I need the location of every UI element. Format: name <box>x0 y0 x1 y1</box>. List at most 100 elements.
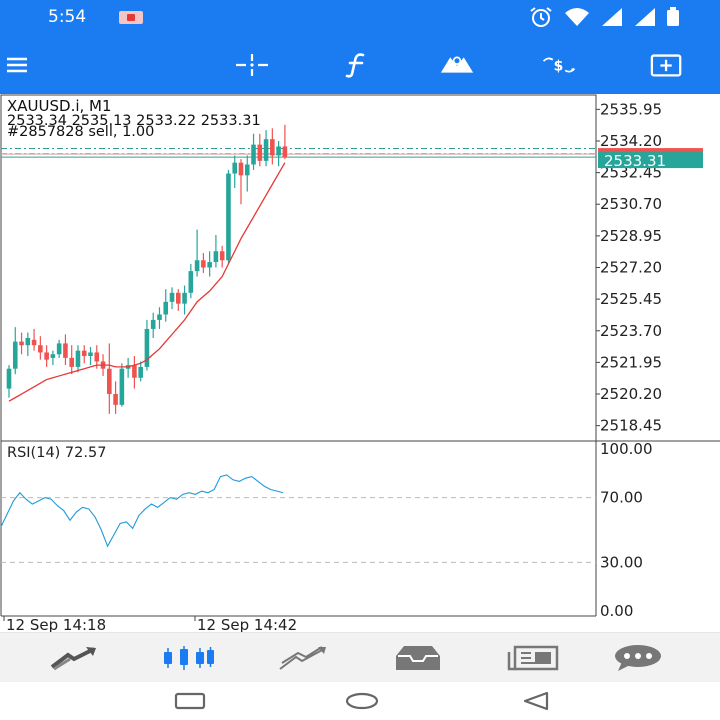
candle-body <box>56 343 62 355</box>
candle-body <box>226 173 231 261</box>
candle <box>132 356 137 389</box>
add-chart-icon[interactable] <box>650 49 684 81</box>
price-tick-label: 2527.20 <box>600 259 662 277</box>
trade-icon[interactable]: $ <box>542 49 576 81</box>
ohlc-label: 2533.34 2535.13 2533.22 2533.31 <box>7 113 261 129</box>
candle <box>6 365 12 398</box>
price-tick-label: 2534.20 <box>600 132 662 150</box>
candle <box>282 124 288 160</box>
crosshair-icon[interactable] <box>235 49 269 81</box>
time-tick-label: 12 Sep 14:42 <box>197 616 297 632</box>
candle <box>81 345 87 364</box>
candle-body <box>182 292 187 304</box>
candle-body <box>132 365 137 378</box>
candle-body <box>282 146 288 158</box>
candle <box>113 381 118 414</box>
candle <box>201 253 206 273</box>
svg-text:$: $ <box>554 58 564 74</box>
battery-icon <box>667 7 679 26</box>
objects-icon[interactable] <box>440 49 474 81</box>
candle-body <box>119 368 125 405</box>
wifi-icon <box>565 8 589 26</box>
candle <box>175 289 181 311</box>
candle-body <box>213 251 219 263</box>
price-tick-label: 2530.70 <box>600 195 662 213</box>
position-label: #2857828 sell, 1.00 <box>7 124 155 140</box>
back-icon[interactable] <box>515 686 555 716</box>
messages-icon[interactable] <box>610 642 666 674</box>
status-icons <box>528 6 680 28</box>
candle <box>56 339 62 358</box>
record-icon <box>119 11 143 24</box>
price-chart[interactable]: 2535.95 2534.20 2532.45 2530.70 2528.95 2527.… <box>0 94 720 632</box>
candle-body <box>270 139 275 156</box>
candle <box>163 289 169 322</box>
candle-body <box>69 357 74 367</box>
candle <box>232 155 238 188</box>
candle-body <box>232 162 238 174</box>
quotes-icon[interactable] <box>46 642 102 674</box>
candle-body <box>251 144 256 165</box>
candle <box>169 287 175 310</box>
price-tick-label: 2521.95 <box>600 353 662 371</box>
candle <box>194 229 200 277</box>
candle-body <box>238 162 244 176</box>
candle <box>119 363 125 407</box>
candle <box>69 345 74 375</box>
candle-body <box>207 262 212 268</box>
alarm-icon <box>530 7 552 27</box>
time-tick-label: 12 Sep 14:18 <box>6 616 106 632</box>
system-nav <box>0 682 720 720</box>
candle <box>63 334 68 366</box>
candle <box>107 343 112 414</box>
candle-body <box>50 354 56 358</box>
menu-icon[interactable] <box>0 49 34 81</box>
candle-body <box>38 345 43 353</box>
candle-body <box>138 366 143 378</box>
candle-body <box>63 343 68 358</box>
trade-nav-icon[interactable] <box>276 642 332 674</box>
price-tick-label: 2523.70 <box>600 322 662 340</box>
candle-body <box>257 144 263 161</box>
chart-icon[interactable] <box>160 642 216 674</box>
candle-body <box>12 341 18 369</box>
price-tick-label: 2532.45 <box>600 164 662 182</box>
candle <box>244 155 250 192</box>
symbol-label: XAUUSD.i, M1 <box>7 97 112 115</box>
recents-icon[interactable] <box>170 686 210 716</box>
candle-body <box>25 337 31 346</box>
price-tick-label: 2535.95 <box>600 100 662 118</box>
candle <box>238 159 244 205</box>
current-price-label: 2533.31 <box>604 152 666 170</box>
candle <box>138 361 143 382</box>
history-icon[interactable] <box>390 642 446 674</box>
price-tick-label: 2520.20 <box>600 385 662 403</box>
candle <box>25 332 31 357</box>
indicators-icon[interactable] <box>340 49 374 81</box>
candle <box>44 345 49 367</box>
rsi-label: RSI(14) 72.57 <box>7 445 106 461</box>
candle-body <box>113 394 118 405</box>
bottom-nav <box>0 632 720 683</box>
candle-body <box>94 352 100 362</box>
candle-body <box>44 352 49 360</box>
candle-body <box>31 339 37 346</box>
candle-body <box>88 352 93 357</box>
chart-area[interactable]: 2535.95 2534.20 2532.45 2530.70 2528.95 2527.… <box>0 94 720 632</box>
candle <box>188 263 194 299</box>
home-icon[interactable] <box>342 686 382 716</box>
rsi-tick-label: 100.00 <box>600 440 653 458</box>
candle-body <box>188 271 194 293</box>
candle-body <box>263 139 269 161</box>
candle <box>251 133 256 170</box>
signal-icon-2 <box>635 8 655 26</box>
candle <box>150 312 156 338</box>
news-icon[interactable] <box>505 642 561 674</box>
candle-body <box>81 350 87 357</box>
current-price-marker <box>598 152 703 169</box>
rsi-line <box>0 474 284 548</box>
candle-body <box>244 164 250 176</box>
candle <box>144 319 150 371</box>
candle <box>125 357 131 378</box>
candle-body <box>19 341 24 346</box>
